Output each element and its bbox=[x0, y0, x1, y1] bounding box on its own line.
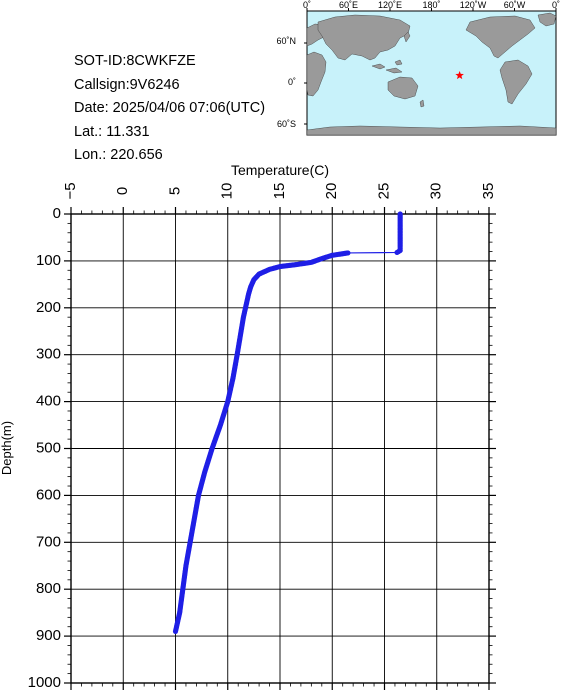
map-top-label: 60˚W bbox=[504, 0, 526, 10]
x-axis-title: Temperature(C) bbox=[231, 162, 329, 178]
map-left-label: 60˚S bbox=[277, 119, 296, 129]
y-tick-label: 700 bbox=[36, 533, 61, 550]
temperature-depth-chart: −5 0 5 10 15 20 25 30 35 01002003004005006007008… bbox=[0, 162, 497, 690]
australia-landmass bbox=[387, 76, 425, 108]
callsign-label: Callsign:9V6246 bbox=[74, 76, 180, 93]
map-frame: 0˚ 60˚E 120˚E 180˚ 120˚W 60˚W 0˚ 60˚N 0˚… bbox=[276, 0, 560, 136]
x-tick-label: −5 bbox=[62, 182, 79, 199]
chart-grid bbox=[71, 214, 489, 683]
y-axis-title: Depth(m) bbox=[0, 421, 14, 475]
profile-point bbox=[172, 628, 179, 635]
sot-id-label: SOT-ID:8CWKFZE bbox=[74, 53, 196, 69]
map-tick-marks bbox=[304, 8, 557, 125]
greenland-landmass bbox=[537, 12, 557, 27]
longitude-label: Lon.: 220.656 bbox=[74, 147, 163, 163]
position-star-icon bbox=[455, 70, 464, 80]
map-top-label: 0˚ bbox=[303, 0, 311, 10]
map-axis-labels: 0˚ 60˚E 120˚E 180˚ 120˚W 60˚W 0˚ 60˚N 0˚… bbox=[276, 0, 560, 129]
y-tick-label: 900 bbox=[36, 627, 61, 644]
x-tick-label: 15 bbox=[271, 183, 288, 200]
y-tick-labels: 0 100 200 300 400 500 600 700 800 900 1000 bbox=[28, 205, 61, 690]
x-tick-label: 10 bbox=[219, 183, 236, 200]
profile-line bbox=[174, 214, 401, 632]
map-left-label: 0˚ bbox=[288, 77, 296, 87]
profile-point bbox=[394, 249, 400, 256]
y-tick-label: 200 bbox=[36, 299, 61, 316]
map-top-label: 120˚E bbox=[378, 0, 402, 10]
y-tick-label: 1000 bbox=[28, 674, 61, 690]
map-left-label: 60˚N bbox=[276, 36, 296, 46]
x-tick-label: 25 bbox=[375, 183, 392, 200]
latitude-label: Lat.: 11.331 bbox=[74, 123, 150, 140]
x-tick-label: 30 bbox=[428, 183, 445, 200]
map-top-label: 180˚ bbox=[422, 0, 440, 10]
y-tick-label: 100 bbox=[36, 252, 61, 269]
y-tick-label: 0 bbox=[53, 205, 61, 222]
map-top-label: 0˚ bbox=[552, 0, 560, 10]
float-position-marker bbox=[455, 70, 464, 80]
x-tick-label: 0 bbox=[114, 187, 131, 195]
x-tick-label: 5 bbox=[166, 187, 183, 195]
temperature-profile-series bbox=[172, 211, 403, 635]
map-land bbox=[306, 12, 557, 136]
y-tick-label: 800 bbox=[36, 580, 61, 597]
float-info-panel: SOT-ID:8CWKFZE Callsign:9V6246 Date: 202… bbox=[74, 50, 265, 168]
x-tick-label: 20 bbox=[323, 183, 340, 200]
indonesia-islands bbox=[371, 59, 403, 74]
map-top-label: 60˚E bbox=[339, 0, 358, 10]
map-top-label: 120˚W bbox=[460, 0, 487, 10]
japan-islands bbox=[403, 31, 411, 43]
y-tick-label: 500 bbox=[36, 439, 61, 456]
x-tick-label: 35 bbox=[480, 183, 497, 200]
chart-ticks bbox=[64, 207, 496, 690]
x-tick-labels: −5 0 5 10 15 20 25 30 35 bbox=[62, 182, 497, 199]
y-tick-label: 400 bbox=[36, 393, 61, 410]
date-label: Date: 2025/04/06 07:06(UTC) bbox=[74, 100, 266, 116]
y-tick-label: 600 bbox=[36, 486, 61, 503]
south-america-landmass bbox=[499, 59, 533, 105]
asia-landmass bbox=[317, 14, 411, 61]
y-tick-label: 300 bbox=[36, 346, 61, 363]
antarctica-landmass bbox=[306, 125, 557, 136]
north-america-landmass bbox=[465, 15, 536, 59]
